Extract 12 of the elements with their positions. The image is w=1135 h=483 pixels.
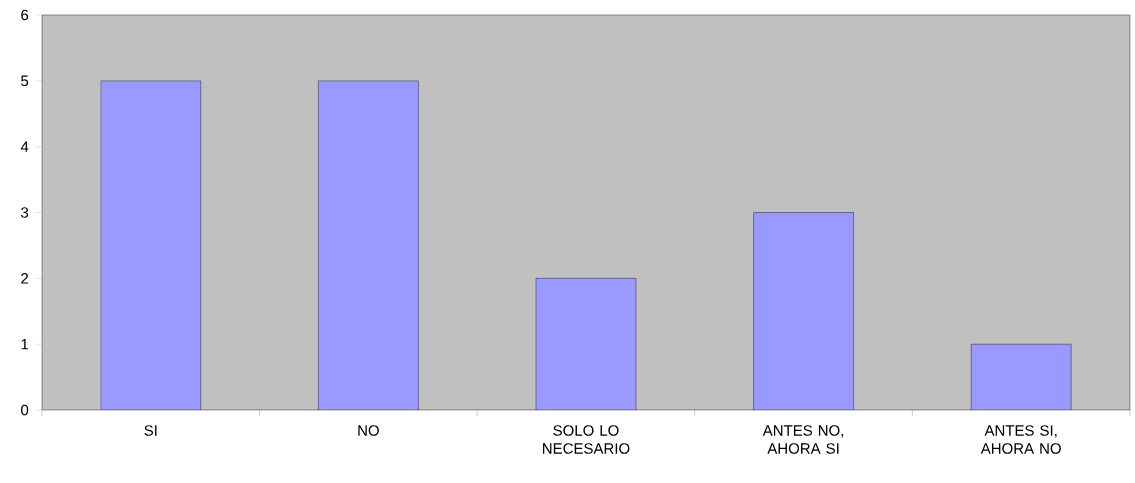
y-tick-label: 5 bbox=[21, 75, 29, 87]
x-tick-label: ANTES NO, AHORA SI bbox=[762, 425, 844, 454]
x-tick-label: NO bbox=[358, 425, 379, 436]
y-tick-label: 6 bbox=[21, 9, 29, 21]
y-tick-label: 3 bbox=[21, 207, 29, 218]
x-tick-label: SI bbox=[144, 425, 157, 436]
y-tick-label: 2 bbox=[21, 273, 29, 284]
y-tick-label: 4 bbox=[20, 141, 29, 152]
x-tick-label: SOLO LO NECESARIO bbox=[543, 425, 630, 454]
y-tick-label: 1 bbox=[21, 339, 29, 350]
y-tick-label: 0 bbox=[21, 404, 29, 416]
x-tick-label: ANTES SI, AHORA NO bbox=[980, 425, 1061, 454]
